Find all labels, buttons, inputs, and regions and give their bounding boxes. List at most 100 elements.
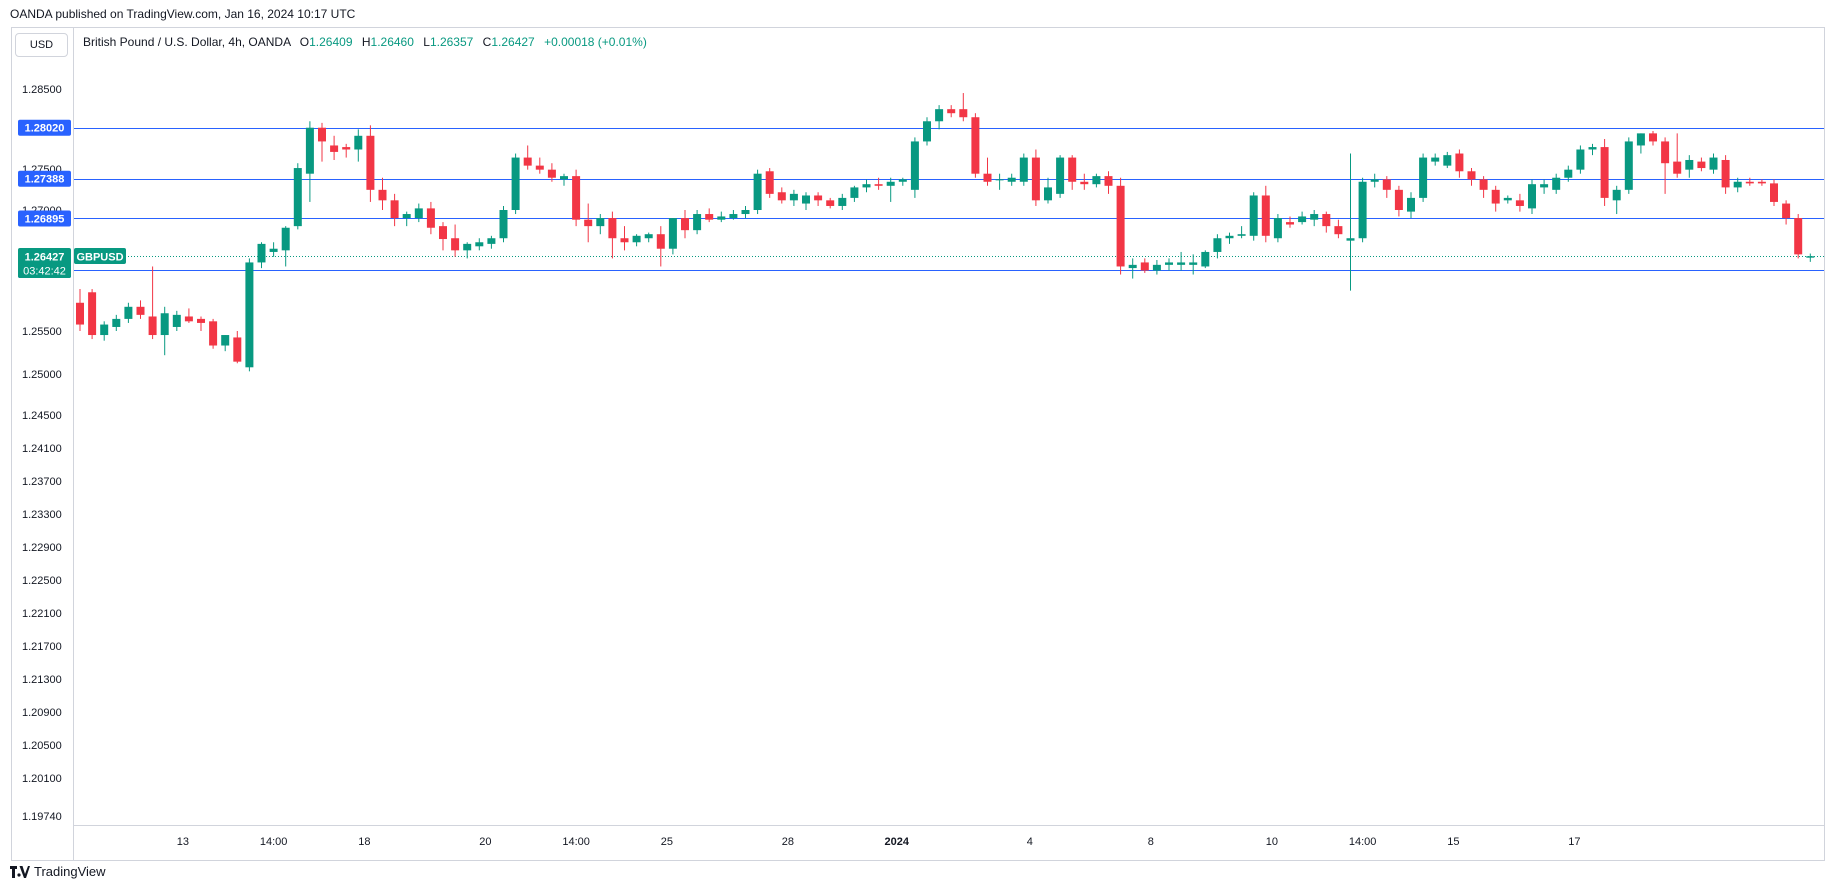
currency-button[interactable]: USD	[15, 33, 68, 57]
candle-body	[1007, 177, 1016, 182]
x-tick-label: 28	[782, 836, 794, 848]
candle-body	[1636, 133, 1645, 146]
level-price-tag	[18, 119, 71, 136]
candle-body	[88, 292, 97, 336]
candle-body	[523, 157, 532, 166]
candle-body	[753, 173, 762, 210]
candle-body	[1794, 218, 1803, 255]
candle-body	[547, 169, 556, 178]
x-tick-label: 14:00	[260, 836, 288, 848]
candle-body	[1370, 179, 1379, 182]
candle-body	[233, 337, 242, 362]
candle-body	[1346, 238, 1355, 241]
candle-body	[1056, 157, 1065, 194]
candle-body	[148, 316, 157, 336]
candle-body	[1201, 251, 1210, 267]
candle-body	[221, 335, 230, 346]
candle-body	[1165, 262, 1173, 265]
candle-body	[1697, 161, 1706, 169]
candle-body	[1128, 264, 1137, 269]
x-tick-label: 14:00	[562, 836, 590, 848]
candle-body	[1757, 181, 1766, 184]
candle-body	[511, 157, 520, 210]
candle-body	[656, 234, 665, 249]
x-tick-label: 25	[661, 836, 673, 848]
y-tick-label: 1.21700	[22, 641, 62, 653]
x-tick-label: 13	[177, 836, 189, 848]
candle-body	[572, 176, 581, 220]
candle-body	[1334, 226, 1343, 235]
candle-body	[414, 208, 423, 219]
candle-body	[898, 179, 907, 182]
candle-body	[1140, 262, 1149, 271]
candle-body	[923, 121, 931, 142]
candle-body	[366, 135, 375, 190]
candle-body	[668, 218, 677, 249]
candle-body	[1552, 177, 1561, 190]
legend-high-label: H	[361, 35, 371, 49]
y-tick-label: 1.22100	[22, 608, 62, 620]
candle-body	[1189, 262, 1198, 265]
candle-body	[1661, 141, 1670, 164]
candle-body	[1213, 238, 1222, 252]
candle-body	[741, 210, 750, 215]
candle-body	[838, 197, 847, 206]
legend-title: British Pound / U.S. Dollar, 4h, OANDA	[83, 35, 291, 49]
candle-body	[257, 243, 266, 263]
candle-body	[1419, 157, 1428, 198]
candle-body	[959, 109, 968, 118]
candle-body	[1624, 141, 1633, 190]
level-price-text: 1.28020	[25, 123, 65, 135]
candle-body	[874, 184, 883, 186]
candle-body	[209, 321, 218, 346]
x-tick-label: 2024	[885, 836, 910, 848]
candle-body	[1019, 157, 1028, 182]
candle-body	[402, 214, 411, 219]
candle-body	[789, 193, 798, 201]
candles	[76, 93, 1815, 372]
candle-body	[1515, 200, 1524, 206]
candle-body	[632, 235, 641, 243]
candle-body	[160, 313, 169, 336]
candle-body	[777, 192, 786, 201]
x-tick-label: 4	[1027, 836, 1033, 848]
candle-body	[426, 208, 435, 228]
candle-body	[197, 318, 205, 323]
candle-body	[293, 168, 302, 227]
candle-body	[1286, 222, 1294, 225]
candle-body	[318, 127, 326, 142]
candle-body	[802, 195, 810, 204]
candle-body	[596, 218, 605, 227]
candle-body	[1540, 184, 1549, 188]
candle-body	[1225, 235, 1234, 239]
candle-body	[1068, 157, 1077, 182]
current-price-text: 1.26427	[25, 252, 65, 264]
candle-body	[560, 176, 568, 180]
candle-body	[1564, 169, 1573, 178]
candle-body	[1782, 203, 1791, 219]
candle-body	[1382, 179, 1391, 190]
candle-body	[535, 165, 544, 170]
candle-body	[1407, 197, 1415, 212]
candle-body	[390, 200, 399, 219]
footer-brand[interactable]: TradingView	[10, 864, 106, 879]
candle-body	[1770, 183, 1778, 202]
candle-body	[1467, 171, 1476, 180]
candle-body	[1443, 155, 1452, 166]
tradingview-logo-icon	[10, 865, 30, 878]
y-tick-label: 1.24100	[22, 443, 62, 455]
legend-high: 1.26460	[370, 35, 414, 49]
legend-low-label: L	[423, 35, 430, 49]
candle-body	[850, 187, 859, 198]
candle-body	[1612, 189, 1621, 201]
candle-body	[136, 306, 145, 315]
candle-body	[439, 226, 447, 240]
candle-body	[245, 262, 254, 368]
candle-body	[100, 324, 109, 336]
candle-body	[947, 109, 956, 114]
current-price-tag	[18, 248, 71, 278]
candle-body	[814, 195, 823, 201]
legend-change: +0.00018 (+0.01%)	[544, 35, 647, 49]
candle-body	[330, 145, 339, 152]
